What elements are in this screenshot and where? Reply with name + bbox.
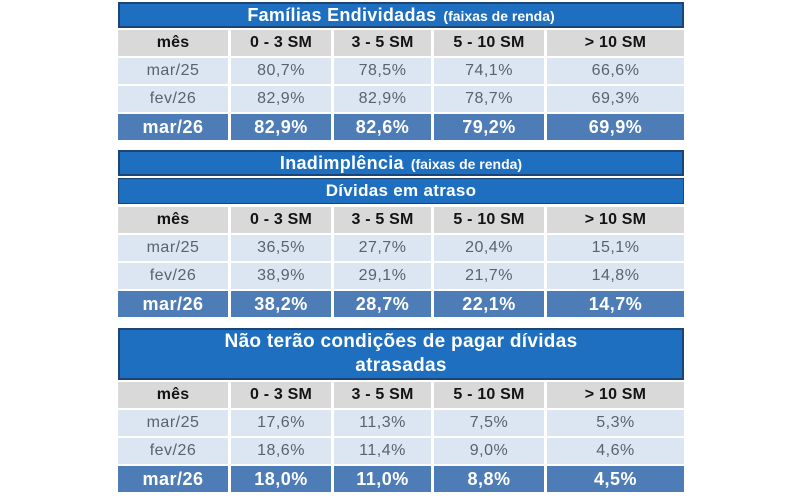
value-cell-highlighted: 22,1%	[434, 291, 544, 317]
tables-stack: Famílias Endividadas (faixas de renda) m…	[118, 2, 684, 492]
value-cell: 7,5%	[434, 410, 544, 436]
value-cell: 11,3%	[334, 410, 431, 436]
month-cell-highlighted: mar/26	[118, 466, 228, 492]
value-cell-highlighted: 69,9%	[547, 114, 684, 140]
table-familias-endividadas: Famílias Endividadas (faixas de renda) m…	[118, 2, 684, 140]
value-cell: 82,9%	[334, 86, 431, 112]
column-header-0-3-sm: 0 - 3 SM	[231, 207, 331, 233]
value-cell: 14,8%	[547, 263, 684, 289]
column-header-3-5-sm: 3 - 5 SM	[334, 207, 431, 233]
value-cell: 20,4%	[434, 235, 544, 261]
value-cell-highlighted: 11,0%	[334, 466, 431, 492]
value-cell: 5,3%	[547, 410, 684, 436]
value-cell: 21,7%	[434, 263, 544, 289]
value-cell: 66,6%	[547, 58, 684, 84]
value-cell: 27,7%	[334, 235, 431, 261]
value-cell-highlighted: 82,9%	[231, 114, 331, 140]
value-cell: 78,5%	[334, 58, 431, 84]
value-cell-highlighted: 4,5%	[547, 466, 684, 492]
value-cell: 78,7%	[434, 86, 544, 112]
table-grid: mês 0 - 3 SM 3 - 5 SM 5 - 10 SM > 10 SM …	[118, 382, 684, 492]
month-cell: fev/26	[118, 86, 228, 112]
month-cell: mar/25	[118, 410, 228, 436]
value-cell: 18,6%	[231, 438, 331, 464]
table-grid: mês 0 - 3 SM 3 - 5 SM 5 - 10 SM > 10 SM …	[118, 30, 684, 140]
month-cell: fev/26	[118, 263, 228, 289]
column-header-5-10-sm: 5 - 10 SM	[434, 30, 544, 56]
column-header-0-3-sm: 0 - 3 SM	[231, 30, 331, 56]
value-cell: 80,7%	[231, 58, 331, 84]
subtitle-bar-dividas-em-atraso: Dívidas em atraso	[118, 178, 684, 204]
value-cell-highlighted: 79,2%	[434, 114, 544, 140]
table-nao-terao-condicoes-pagar: Não terão condições de pagar dívidas atr…	[118, 328, 684, 492]
title-bar-familias-endividadas: Famílias Endividadas (faixas de renda)	[118, 2, 684, 28]
value-cell-highlighted: 38,2%	[231, 291, 331, 317]
value-cell: 36,5%	[231, 235, 331, 261]
value-cell: 74,1%	[434, 58, 544, 84]
month-cell-highlighted: mar/26	[118, 114, 228, 140]
table-grid: mês 0 - 3 SM 3 - 5 SM 5 - 10 SM > 10 SM …	[118, 207, 684, 317]
month-cell-highlighted: mar/26	[118, 291, 228, 317]
column-header-0-3-sm: 0 - 3 SM	[231, 382, 331, 408]
value-cell-highlighted: 8,8%	[434, 466, 544, 492]
value-cell-highlighted: 82,6%	[334, 114, 431, 140]
value-cell: 29,1%	[334, 263, 431, 289]
month-cell: mar/25	[118, 58, 228, 84]
title-bar-inadimplencia: Inadimplência (faixas de renda)	[118, 150, 684, 176]
column-header-gt-10-sm: > 10 SM	[547, 30, 684, 56]
column-header-3-5-sm: 3 - 5 SM	[334, 30, 431, 56]
value-cell: 38,9%	[231, 263, 331, 289]
month-cell: mar/25	[118, 235, 228, 261]
value-cell-highlighted: 28,7%	[334, 291, 431, 317]
table-title-note: (faixas de renda)	[443, 8, 555, 24]
value-cell: 69,3%	[547, 86, 684, 112]
value-cell: 82,9%	[231, 86, 331, 112]
table-inadimplencia: Inadimplência (faixas de renda) Dívidas …	[118, 150, 684, 317]
column-header-5-10-sm: 5 - 10 SM	[434, 382, 544, 408]
title-bar-nao-terao-condicoes: Não terão condições de pagar dívidas atr…	[118, 328, 684, 380]
column-header-mes: mês	[118, 207, 228, 233]
column-header-mes: mês	[118, 382, 228, 408]
column-header-gt-10-sm: > 10 SM	[547, 382, 684, 408]
table-title: Famílias Endividadas	[247, 4, 437, 25]
value-cell-highlighted: 14,7%	[547, 291, 684, 317]
table-subtitle: Dívidas em atraso	[325, 181, 477, 200]
value-cell: 4,6%	[547, 438, 684, 464]
value-cell: 15,1%	[547, 235, 684, 261]
table-title: Inadimplência	[279, 152, 404, 173]
column-header-gt-10-sm: > 10 SM	[547, 207, 684, 233]
table-title-note: (faixas de renda)	[410, 156, 523, 172]
column-header-3-5-sm: 3 - 5 SM	[334, 382, 431, 408]
month-cell: fev/26	[118, 438, 228, 464]
value-cell: 17,6%	[231, 410, 331, 436]
value-cell-highlighted: 18,0%	[231, 466, 331, 492]
value-cell: 11,4%	[334, 438, 431, 464]
column-header-5-10-sm: 5 - 10 SM	[434, 207, 544, 233]
value-cell: 9,0%	[434, 438, 544, 464]
column-header-mes: mês	[118, 30, 228, 56]
table-title: Não terão condições de pagar dívidas atr…	[224, 331, 578, 376]
